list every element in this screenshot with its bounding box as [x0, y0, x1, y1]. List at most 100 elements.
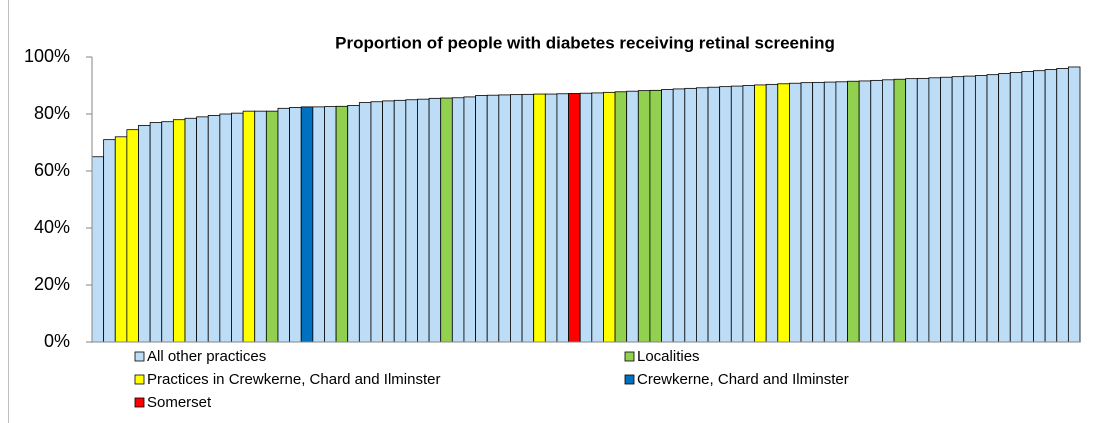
bar	[882, 79, 895, 343]
bar	[382, 100, 395, 343]
bar	[370, 101, 383, 343]
legend-label: Practices in Crewkerne, Chard and Ilmins…	[147, 371, 440, 388]
bar	[475, 95, 488, 343]
chart-title: Proportion of people with diabetes recei…	[335, 33, 835, 52]
bar	[823, 81, 837, 343]
bar	[103, 139, 116, 343]
bar	[277, 107, 291, 343]
bar	[742, 85, 755, 343]
bar	[184, 117, 198, 343]
bar	[451, 97, 465, 343]
bar	[893, 78, 907, 343]
bar	[463, 96, 476, 343]
bar	[684, 87, 697, 343]
bar	[138, 125, 151, 343]
bar	[672, 88, 686, 343]
bar	[207, 115, 221, 343]
bar	[916, 77, 930, 343]
bar	[196, 116, 209, 343]
bar	[1021, 71, 1034, 343]
bar	[579, 92, 593, 343]
bar	[789, 82, 802, 343]
y-tick-label: 0%	[44, 331, 70, 351]
bar	[626, 90, 639, 343]
bar	[928, 77, 941, 343]
bar	[347, 105, 360, 343]
bar	[765, 83, 779, 343]
bar	[533, 93, 546, 343]
bar	[614, 91, 628, 343]
bar	[486, 94, 500, 343]
legend-swatch	[624, 351, 635, 362]
bar	[172, 119, 186, 343]
bar	[707, 86, 721, 343]
bar	[521, 93, 535, 343]
bar	[1044, 69, 1058, 343]
bar	[974, 75, 988, 343]
bar	[568, 93, 581, 343]
bar	[730, 85, 744, 343]
bar	[777, 83, 790, 343]
bar	[498, 94, 511, 343]
bar	[905, 78, 918, 343]
y-tick-label: 80%	[34, 103, 70, 123]
bar	[1009, 71, 1023, 343]
legend-swatch	[134, 351, 145, 362]
y-tick-label: 100%	[24, 46, 70, 66]
bar	[719, 86, 732, 343]
y-tick-label: 40%	[34, 217, 70, 237]
bar	[544, 93, 558, 343]
y-tick-label: 60%	[34, 160, 70, 180]
bar	[951, 76, 965, 343]
bar	[358, 102, 372, 343]
legend-label: Somerset	[147, 394, 212, 411]
legend-label: All other practices	[147, 348, 266, 365]
bar	[637, 90, 651, 343]
bar	[219, 113, 232, 343]
bar	[870, 79, 883, 343]
legend-label: Crewkerne, Chard and Ilminster	[637, 371, 849, 388]
bar	[405, 99, 418, 343]
bar	[591, 92, 604, 343]
bar	[940, 76, 953, 343]
bar	[91, 156, 105, 343]
bar	[265, 110, 279, 343]
bar	[126, 129, 139, 343]
bar	[835, 81, 848, 343]
bar	[312, 106, 325, 343]
bar	[858, 80, 872, 343]
bar	[556, 93, 569, 343]
legend-swatch	[624, 374, 635, 385]
bar	[254, 110, 267, 343]
bar	[231, 112, 244, 343]
bar	[149, 122, 163, 343]
y-tick-label: 20%	[34, 274, 70, 294]
bar	[847, 80, 860, 343]
bar	[335, 105, 349, 343]
legend-swatch	[134, 374, 145, 385]
bar	[161, 121, 174, 343]
bar	[998, 73, 1011, 343]
legend-label: Localities	[637, 348, 700, 365]
bar	[696, 87, 709, 343]
bar	[800, 82, 814, 343]
bar	[510, 94, 523, 343]
bar	[986, 74, 1000, 343]
bar	[661, 89, 674, 343]
legend-swatch	[134, 397, 145, 408]
bar	[114, 136, 128, 343]
bar	[300, 106, 314, 343]
bar	[393, 99, 407, 343]
bar	[603, 91, 616, 343]
bar	[812, 81, 825, 343]
bar	[649, 89, 662, 343]
bar	[1056, 68, 1069, 343]
bar	[754, 84, 767, 343]
bar	[428, 97, 442, 343]
bar	[1067, 66, 1081, 343]
bar	[963, 75, 976, 343]
bar	[324, 106, 337, 343]
bar	[417, 98, 430, 343]
bar	[289, 107, 302, 343]
